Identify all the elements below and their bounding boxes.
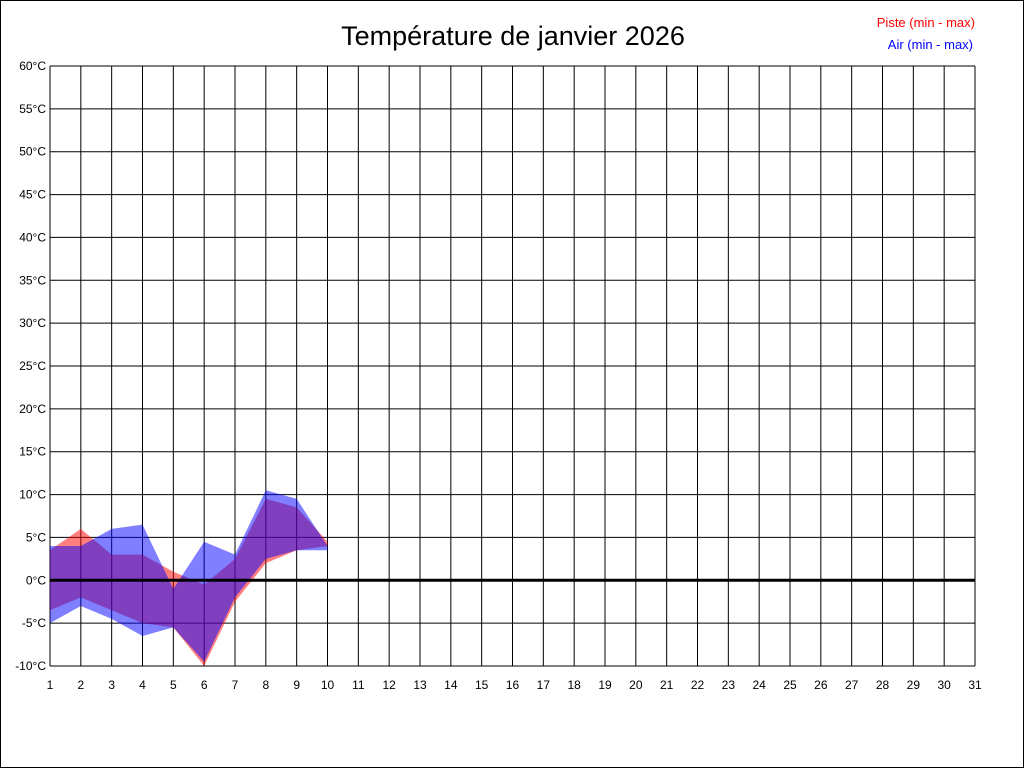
x-tick-label: 9 [293, 678, 300, 692]
x-tick-label: 19 [598, 678, 612, 692]
x-tick-label: 16 [506, 678, 520, 692]
y-tick-label: 55°C [19, 102, 46, 116]
y-tick-label: 0°C [26, 573, 46, 587]
y-tick-label: 25°C [19, 359, 46, 373]
y-tick-label: 60°C [19, 59, 46, 73]
x-tick-label: 5 [170, 678, 177, 692]
y-tick-label: -5°C [22, 616, 46, 630]
x-tick-label: 26 [814, 678, 828, 692]
x-tick-label: 31 [968, 678, 982, 692]
x-tick-label: 21 [660, 678, 674, 692]
y-tick-label: 10°C [19, 488, 46, 502]
x-tick-label: 7 [232, 678, 239, 692]
y-tick-label: -10°C [15, 659, 46, 673]
series-band-air [50, 490, 328, 662]
x-tick-label: 22 [691, 678, 705, 692]
x-tick-label: 27 [845, 678, 859, 692]
x-tick-label: 4 [139, 678, 146, 692]
y-tick-label: 45°C [19, 188, 46, 202]
x-tick-label: 2 [77, 678, 84, 692]
x-tick-label: 13 [413, 678, 427, 692]
y-tick-label: 50°C [19, 145, 46, 159]
legend-piste: Piste (min - max) [877, 15, 975, 30]
x-tick-label: 8 [262, 678, 269, 692]
plot-area: 1 2 3 4 5 6 7 8 9 10 11 12 13 14 15 16 17 18 19 20 21 22 23 24 2… [15, 59, 982, 692]
x-tick-label: 14 [444, 678, 458, 692]
x-tick-label: 11 [352, 678, 365, 692]
x-tick-label: 15 [475, 678, 489, 692]
x-tick-label: 25 [783, 678, 797, 692]
x-tick-label: 3 [108, 678, 115, 692]
y-tick-label: 20°C [19, 402, 46, 416]
x-tick-label: 18 [567, 678, 581, 692]
x-tick-label: 20 [629, 678, 643, 692]
chart-title: Température de janvier 2026 [341, 21, 685, 51]
x-tick-label: 17 [537, 678, 551, 692]
x-tick-label: 1 [47, 678, 54, 692]
x-tick-label: 6 [201, 678, 208, 692]
y-tick-label: 30°C [19, 316, 46, 330]
x-tick-label: 24 [752, 678, 766, 692]
y-tick-label: 35°C [19, 273, 46, 287]
y-tick-label: 15°C [19, 445, 46, 459]
legend-air: Air (min - max) [888, 37, 973, 52]
x-tick-label: 23 [722, 678, 736, 692]
x-tick-label: 28 [876, 678, 890, 692]
x-tick-label: 29 [907, 678, 921, 692]
x-tick-label: 12 [382, 678, 396, 692]
y-tick-label: 5°C [26, 530, 46, 544]
x-tick-label: 10 [321, 678, 335, 692]
x-tick-label: 30 [937, 678, 951, 692]
y-tick-label: 40°C [19, 230, 46, 244]
